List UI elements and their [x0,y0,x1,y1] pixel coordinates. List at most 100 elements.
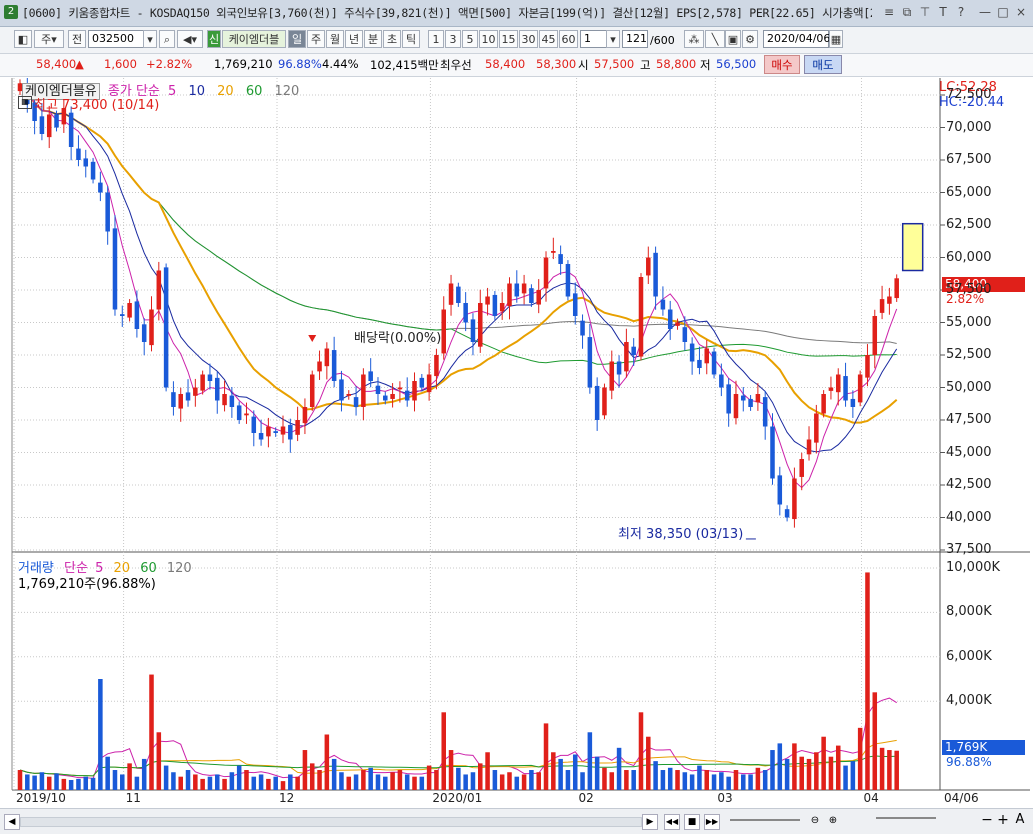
ma120-label[interactable]: 120 [274,84,300,99]
close-icon[interactable]: × [1015,5,1027,19]
font-size-icon[interactable]: T [939,5,947,19]
period-tab-0[interactable]: 일 [288,30,306,48]
plot-background [12,78,940,792]
volume-label[interactable]: 거래량 [18,561,54,576]
stock-code-input[interactable]: 032500 [88,30,144,48]
table-icon[interactable]: ▦ [18,96,32,109]
price-tick-label: 45,000 [946,444,992,460]
pin-icon[interactable]: ⊤ [919,5,931,19]
indicator-icon[interactable]: ⁂ [684,30,704,48]
candle [689,337,695,375]
chart-layout-icon[interactable]: ◧ [14,30,32,48]
candle-body [697,359,702,368]
volume-pct-tag: 96.88% [946,755,992,769]
date-input[interactable]: 2020/04/06 [763,30,830,48]
forecast-box [901,222,924,272]
search-icon[interactable]: ⌕ [159,30,175,48]
end-date-label: 04/06 [944,791,979,805]
zoom-in-icon[interactable]: + [997,812,1009,828]
restore-window-icon[interactable]: ⧉ [902,5,912,19]
volume-ma20-label[interactable]: 20 [113,561,131,576]
interval-button-3[interactable]: 10 [479,30,498,48]
high-marker: 최고 73,400 (10/14) [34,98,160,113]
period-tab-3[interactable]: 년 [345,30,363,48]
menu-icon[interactable]: ≡ [883,5,895,19]
period-tab-4[interactable]: 분 [364,30,382,48]
high-label: 고 [640,58,651,72]
chart-type-select[interactable]: 주▾ [34,30,64,48]
zoom-slider[interactable] [730,819,800,821]
volume-bar [850,761,856,790]
candles [17,78,924,540]
candle-body [288,424,293,440]
stop-icon[interactable]: ■ [684,814,700,830]
volume-ma60-label[interactable]: 60 [140,561,157,576]
unit-dropdown-icon[interactable]: ▾ [606,30,620,48]
interval-button-2[interactable]: 5 [462,30,478,48]
help-icon[interactable]: ? [957,5,965,19]
period-tab-2[interactable]: 월 [326,30,344,48]
period-tab-5[interactable]: 초 [383,30,401,48]
interval-button-6[interactable]: 45 [539,30,558,48]
ma20-label[interactable]: 20 [217,84,234,99]
volume-ma5-label[interactable]: 5 [95,561,104,576]
candle [646,246,651,285]
window-title: [0600] 키움종합차트 - KOSDAQ150 외국인보유[3,760(천)… [22,6,872,20]
candle-body [200,374,205,391]
scale-slider[interactable] [876,817,936,819]
scrollbar-track[interactable] [20,817,642,827]
volume-bar [141,758,147,790]
period-tab-1[interactable]: 주 [307,30,325,48]
settings-gear-icon[interactable]: ⚙ [742,30,758,48]
candle [565,260,571,301]
candle [54,110,59,132]
stock-label[interactable]: 케이엠더블유 [22,83,100,100]
candle-body [156,270,162,310]
calendar-icon[interactable]: ▦ [829,30,843,48]
zoom-reset-icon[interactable]: ⊖ [810,815,820,826]
code-dropdown-icon[interactable]: ▾ [143,30,157,48]
x-axis-label: 11 [125,791,141,805]
forward-icon[interactable]: ▶▶ [704,814,720,830]
adjusted-price-toggle[interactable]: 전 [68,30,86,48]
candle [543,251,549,302]
interval-button-7[interactable]: 60 [559,30,578,48]
minimize-icon[interactable]: — [979,5,991,19]
rewind-icon[interactable]: ◀◀ [664,814,680,830]
candle-body [353,397,359,407]
scroll-left-icon[interactable]: ◀ [4,814,20,830]
candle [616,355,622,388]
sound-icon[interactable]: ◀▾ [177,30,203,48]
maximize-icon[interactable]: □ [997,5,1009,19]
ma5-label[interactable]: 5 [168,84,177,99]
trendline-icon[interactable]: ╲ [705,30,725,48]
zoom-fit-icon[interactable]: ⊕ [828,815,838,826]
candle [799,452,804,491]
count-input[interactable]: 121 [622,30,648,48]
candle [185,379,191,407]
candle [288,418,293,453]
interval-button-4[interactable]: 15 [499,30,518,48]
zoom-out-icon[interactable]: − [981,812,993,828]
volume-ma-label[interactable]: 단순 [64,561,88,576]
stock-name-field[interactable]: 케이엠더블 [222,30,286,48]
candle [865,344,870,387]
interval-button-1[interactable]: 3 [445,30,461,48]
scroll-right-icon[interactable]: ▶ [642,814,658,830]
candle-body [551,251,556,253]
candle-body [762,397,768,427]
candle-body [609,361,615,391]
sell-button[interactable]: 매도 [804,55,842,74]
save-icon[interactable]: ▣ [725,30,741,48]
ma10-label[interactable]: 10 [188,84,205,99]
ma-label[interactable]: 종가 단순 [107,84,160,99]
buy-button[interactable]: 매수 [764,55,800,74]
ma60-label[interactable]: 60 [245,84,263,99]
period-tab-6[interactable]: 틱 [402,30,420,48]
chart-canvas[interactable] [0,78,1033,808]
text-size-icon[interactable]: A [1015,812,1025,827]
volume-ma120-label[interactable]: 120 [166,561,192,576]
unit-input[interactable]: 1 [580,30,608,48]
interval-button-5[interactable]: 30 [519,30,538,48]
interval-button-0[interactable]: 1 [428,30,444,48]
